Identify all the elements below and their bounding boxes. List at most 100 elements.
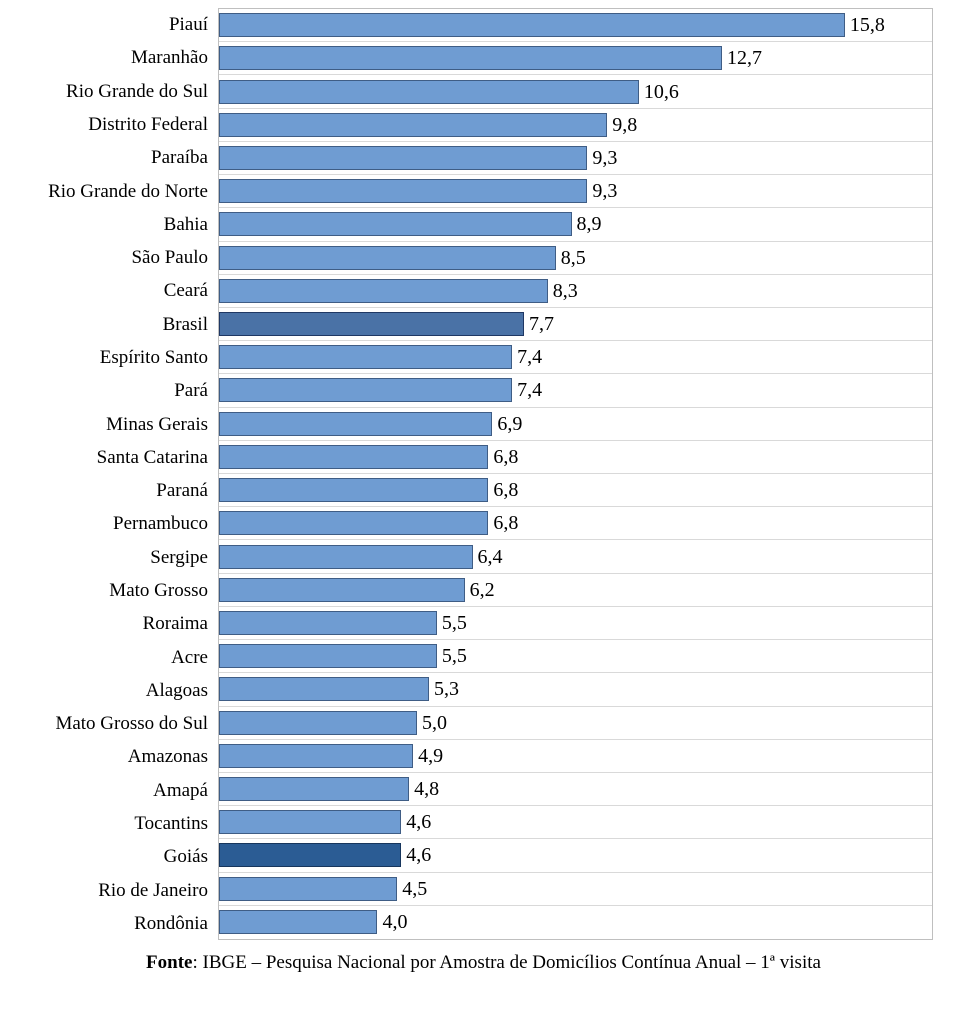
bar-value-label: 6,8 bbox=[493, 479, 519, 502]
category-label: Mato Grosso bbox=[109, 579, 208, 601]
category-label: Rio de Janeiro bbox=[98, 879, 208, 901]
bar bbox=[219, 312, 524, 337]
bar bbox=[219, 478, 489, 503]
chart-row: 6,8 bbox=[219, 507, 932, 541]
bar bbox=[219, 46, 723, 71]
bar-value-label: 4,6 bbox=[406, 811, 432, 834]
bar-value-label: 9,3 bbox=[592, 180, 618, 203]
chart-row: 8,5 bbox=[219, 242, 932, 275]
chart-row: 7,4 bbox=[219, 341, 932, 375]
bar bbox=[219, 145, 588, 170]
bar-value-label: 9,3 bbox=[592, 146, 618, 169]
category-label: Pará bbox=[174, 380, 208, 402]
bar bbox=[219, 345, 513, 370]
bar-value-label: 4,0 bbox=[382, 911, 408, 934]
category-label: Minas Gerais bbox=[106, 413, 208, 435]
category-label: Pernambuco bbox=[113, 513, 208, 535]
bar-value-label: 7,7 bbox=[529, 313, 554, 336]
bar-value-label: 10,6 bbox=[643, 80, 679, 103]
bar bbox=[219, 179, 588, 204]
category-label: Distrito Federal bbox=[88, 113, 208, 135]
category-label: Roraima bbox=[142, 613, 208, 635]
chart-row: 12,7 bbox=[219, 42, 932, 76]
chart-row: 6,4 bbox=[219, 540, 932, 574]
category-label: Bahia bbox=[163, 213, 208, 235]
bar bbox=[219, 544, 473, 569]
source-note-label: Fonte bbox=[146, 952, 193, 973]
bar-value-label: 5,0 bbox=[422, 711, 448, 734]
chart-row: 4,0 bbox=[219, 906, 932, 939]
bar bbox=[219, 245, 556, 270]
bar bbox=[219, 444, 489, 469]
chart-row: 4,8 bbox=[219, 773, 932, 807]
chart-row: 6,8 bbox=[219, 474, 932, 508]
bar-value-label: 8,5 bbox=[560, 246, 586, 269]
category-label: Piauí bbox=[168, 14, 208, 36]
source-note-text: : IBGE – Pesquisa Nacional por Amostra d… bbox=[192, 952, 821, 973]
chart-row: 7,4 bbox=[219, 374, 932, 408]
bar-value-label: 6,8 bbox=[493, 445, 519, 468]
bar-value-label: 4,8 bbox=[414, 778, 440, 801]
bar bbox=[219, 910, 378, 935]
category-label: Amazonas bbox=[127, 746, 208, 768]
bar-value-label: 6,2 bbox=[469, 578, 495, 601]
category-label: Alagoas bbox=[145, 679, 208, 701]
bar bbox=[219, 577, 465, 602]
bar bbox=[219, 644, 437, 669]
bar-value-label: 9,8 bbox=[612, 113, 638, 136]
chart-row: 7,7 bbox=[219, 308, 932, 342]
category-label: Paraná bbox=[156, 480, 208, 502]
bar-value-label: 5,5 bbox=[441, 645, 467, 668]
category-label: Rondônia bbox=[134, 912, 208, 934]
bar bbox=[219, 278, 548, 303]
category-label: Sergipe bbox=[150, 546, 208, 568]
bar bbox=[219, 876, 398, 901]
chart-row: 8,9 bbox=[219, 208, 932, 242]
chart-row: 4,6 bbox=[219, 839, 932, 873]
bar bbox=[219, 710, 418, 735]
chart-row: 9,3 bbox=[219, 142, 932, 176]
category-label: Acre bbox=[171, 646, 208, 668]
chart-row: 15,8 bbox=[219, 9, 932, 43]
category-label: Amapá bbox=[153, 779, 208, 801]
bar bbox=[219, 610, 437, 635]
bar bbox=[219, 743, 414, 768]
bar-value-label: 6,8 bbox=[493, 512, 519, 535]
chart-row: 6,9 bbox=[219, 408, 932, 441]
bar-value-label: 4,6 bbox=[406, 844, 432, 867]
chart-row: 6,8 bbox=[219, 441, 932, 474]
chart-row: 9,3 bbox=[219, 175, 932, 209]
bar-value-label: 4,9 bbox=[418, 744, 444, 767]
bar bbox=[219, 79, 639, 104]
bar-value-label: 5,5 bbox=[441, 611, 467, 634]
category-label: São Paulo bbox=[131, 247, 208, 269]
bar bbox=[219, 411, 493, 436]
category-label: Espírito Santo bbox=[99, 346, 208, 368]
source-note: Fonte: IBGE – Pesquisa Nacional por Amos… bbox=[0, 952, 967, 974]
chart-row: 5,0 bbox=[219, 707, 932, 740]
bar-value-label: 5,3 bbox=[433, 678, 459, 701]
bar-value-label: 7,4 bbox=[517, 379, 543, 402]
bar-chart: Piauí Maranhão Rio Grande do Sul Distrito F… bbox=[0, 8, 967, 940]
chart-row: 5,5 bbox=[219, 607, 932, 641]
bar bbox=[219, 777, 410, 802]
bar-value-label: 8,9 bbox=[576, 213, 602, 236]
bar bbox=[219, 378, 513, 403]
chart-row: 4,5 bbox=[219, 873, 932, 906]
category-label: Ceará bbox=[163, 280, 208, 302]
plot-area: 15,8 12,7 10,6 9,8 9,3 9,3 8,9 8,5 8,3 7,7 7,4 7,4 6… bbox=[218, 8, 933, 940]
bar-value-label: 6,4 bbox=[477, 545, 503, 568]
chart-row: 5,3 bbox=[219, 673, 932, 707]
category-label: Rio Grande do Sul bbox=[66, 80, 208, 102]
bar-value-label: 7,4 bbox=[517, 346, 543, 369]
chart-row: 9,8 bbox=[219, 109, 932, 142]
category-label: Brasil bbox=[162, 313, 208, 335]
category-label: Tocantins bbox=[134, 812, 208, 834]
chart-row: 4,9 bbox=[219, 740, 932, 773]
category-label: Maranhão bbox=[130, 47, 208, 69]
bar bbox=[219, 112, 608, 137]
bar bbox=[219, 511, 489, 536]
chart-row: 4,6 bbox=[219, 806, 932, 840]
chart-row: 6,2 bbox=[219, 574, 932, 607]
